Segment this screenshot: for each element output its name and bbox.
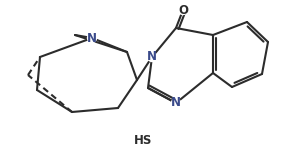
Text: N: N: [87, 31, 97, 44]
Text: O: O: [178, 4, 188, 16]
Circle shape: [137, 135, 148, 146]
Circle shape: [148, 53, 157, 62]
Circle shape: [171, 98, 180, 108]
Text: N: N: [171, 97, 181, 109]
Circle shape: [88, 33, 97, 42]
Text: HS: HS: [134, 133, 152, 146]
Circle shape: [179, 5, 188, 15]
Text: N: N: [147, 51, 157, 64]
